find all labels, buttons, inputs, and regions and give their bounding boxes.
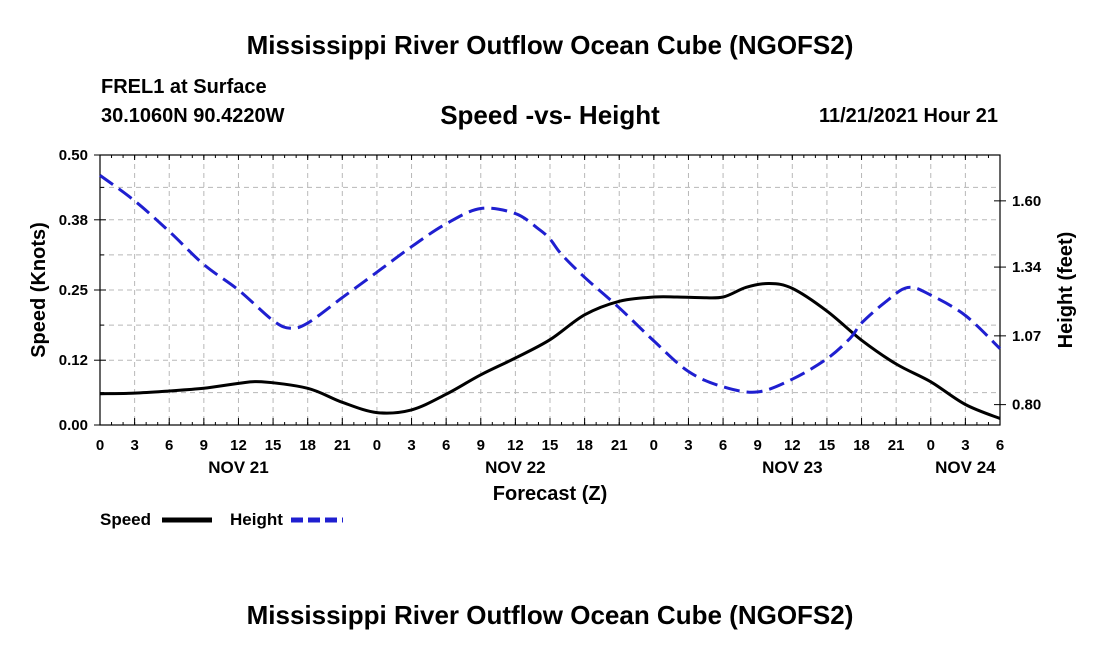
x-tick-label: 15 bbox=[819, 437, 836, 454]
x-tick-label: 18 bbox=[853, 437, 870, 454]
legend-label-height: Height bbox=[230, 510, 283, 529]
x-tick-label: 12 bbox=[230, 437, 247, 454]
x-tick-label: 6 bbox=[719, 437, 727, 454]
y-axis-title: Speed (Knots) bbox=[28, 222, 50, 358]
y2-tick-label: 1.34 bbox=[1012, 259, 1042, 276]
x-axis-title: Forecast (Z) bbox=[493, 483, 607, 505]
x-tick-label: 3 bbox=[961, 437, 969, 454]
date-label: NOV 22 bbox=[485, 458, 545, 477]
x-tick-label: 0 bbox=[96, 437, 104, 454]
x-tick-label: 9 bbox=[477, 437, 485, 454]
x-tick-label: 15 bbox=[542, 437, 559, 454]
x-tick-label: 3 bbox=[130, 437, 138, 454]
footer-title: Mississippi River Outflow Ocean Cube (NG… bbox=[246, 600, 854, 630]
x-tick-label: 15 bbox=[265, 437, 282, 454]
y-tick-label: 0.12 bbox=[59, 352, 88, 369]
x-tick-label: 0 bbox=[927, 437, 935, 454]
x-tick-label: 3 bbox=[407, 437, 415, 454]
x-tick-label: 3 bbox=[684, 437, 692, 454]
y2-axis-title: Height (feet) bbox=[1055, 232, 1077, 349]
y-tick-label: 0.00 bbox=[59, 417, 88, 434]
date-label: NOV 21 bbox=[208, 458, 268, 477]
y-tick-label: 0.38 bbox=[59, 212, 88, 229]
legend-label-speed: Speed bbox=[100, 510, 151, 529]
date-label: NOV 24 bbox=[935, 458, 996, 477]
legend: Speed Height bbox=[100, 510, 343, 529]
x-tick-label: 0 bbox=[373, 437, 381, 454]
y2-tick-label: 1.60 bbox=[1012, 193, 1041, 210]
forecast-datetime: 11/21/2021 Hour 21 bbox=[818, 105, 998, 127]
station-label: FREL1 at Surface bbox=[101, 76, 267, 98]
x-tick-label: 18 bbox=[299, 437, 316, 454]
series bbox=[99, 174, 1002, 420]
x-tick-label: 6 bbox=[165, 437, 173, 454]
x-tick-label: 21 bbox=[334, 437, 351, 454]
date-label: NOV 23 bbox=[762, 458, 822, 477]
y-tick-label: 0.25 bbox=[59, 282, 88, 299]
x-tick-label: 0 bbox=[650, 437, 658, 454]
x-tick-label: 12 bbox=[784, 437, 801, 454]
grid bbox=[100, 155, 1000, 425]
axes: 0 3 6 9 12 15 18 21 0 3 6 9 12 15 18 21 0 3 6 9 12 15 18 21 0 3 6 0… bbox=[59, 147, 1042, 477]
chart-subtitle: Speed -vs- Height bbox=[440, 100, 660, 130]
x-tick-label: 12 bbox=[507, 437, 524, 454]
main-title: Mississippi River Outflow Ocean Cube (NG… bbox=[246, 30, 854, 60]
y2-tick-label: 1.07 bbox=[1012, 328, 1041, 345]
series-line-speed bbox=[99, 281, 1001, 420]
y-tick-label: 0.50 bbox=[59, 147, 88, 164]
series-line-height bbox=[99, 174, 1002, 394]
coordinates-label: 30.1060N 90.4220W bbox=[101, 105, 285, 127]
x-tick-label: 9 bbox=[754, 437, 762, 454]
x-tick-label: 9 bbox=[200, 437, 208, 454]
x-tick-label: 21 bbox=[611, 437, 628, 454]
x-tick-label: 18 bbox=[576, 437, 593, 454]
x-tick-label: 6 bbox=[442, 437, 450, 454]
x-tick-label: 21 bbox=[888, 437, 905, 454]
x-tick-label: 6 bbox=[996, 437, 1004, 454]
y2-tick-label: 0.80 bbox=[1012, 397, 1041, 414]
